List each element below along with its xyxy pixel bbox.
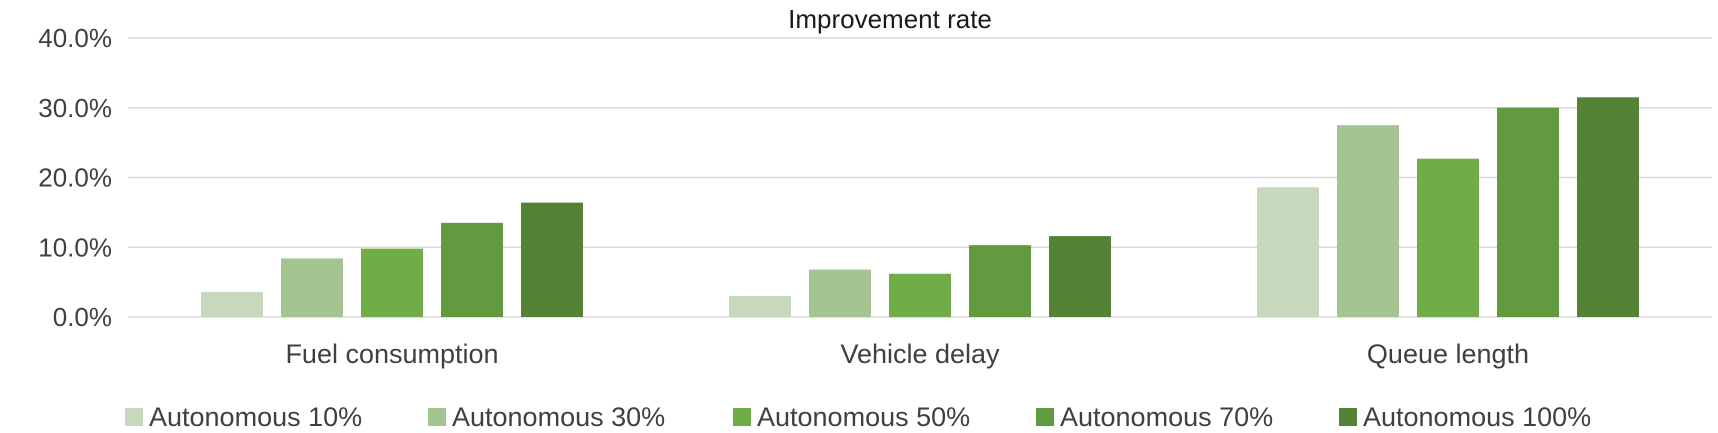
- chart-title: Improvement rate: [788, 4, 992, 34]
- legend-label: Autonomous 70%: [1060, 402, 1273, 432]
- y-tick-label: 30.0%: [38, 93, 112, 123]
- legend-label: Autonomous 30%: [452, 402, 665, 432]
- bar-4-2: [1577, 97, 1639, 317]
- legend: Autonomous 10% Autonomous 30% Autonomous 5…: [125, 402, 1591, 432]
- bar-1-1: [809, 269, 871, 317]
- bar-4-1: [1049, 236, 1111, 317]
- bar-4-0: [521, 202, 583, 317]
- legend-swatch: [428, 408, 446, 426]
- y-tick-label: 10.0%: [38, 232, 112, 262]
- legend-swatch: [1339, 408, 1357, 426]
- bar-2-1: [889, 273, 951, 317]
- bar-2-0: [361, 248, 423, 317]
- legend-swatch: [733, 408, 751, 426]
- bar-3-2: [1497, 107, 1559, 317]
- bars: [201, 97, 1639, 317]
- bar-0-1: [729, 296, 791, 317]
- legend-label: Autonomous 50%: [757, 402, 970, 432]
- legend-label: Autonomous 10%: [149, 402, 362, 432]
- legend-swatch: [125, 408, 143, 426]
- x-axis-categories: Fuel consumption Vehicle delay Queue lengt…: [285, 339, 1529, 369]
- y-tick-label: 40.0%: [38, 23, 112, 53]
- y-axis-ticks: 0.0% 10.0% 20.0% 30.0% 40.0%: [38, 23, 112, 332]
- bar-1-0: [281, 258, 343, 317]
- x-category-label: Fuel consumption: [285, 339, 498, 369]
- legend-swatch: [1036, 408, 1054, 426]
- y-tick-label: 20.0%: [38, 163, 112, 193]
- bar-1-2: [1337, 125, 1399, 317]
- bar-2-2: [1417, 158, 1479, 317]
- bar-3-0: [441, 222, 503, 317]
- legend-label: Autonomous 100%: [1363, 402, 1591, 432]
- bar-3-1: [969, 245, 1031, 317]
- bar-0-0: [201, 291, 263, 317]
- x-category-label: Queue length: [1367, 339, 1529, 369]
- x-category-label: Vehicle delay: [840, 339, 1000, 369]
- bar-0-2: [1257, 187, 1319, 317]
- y-tick-label: 0.0%: [53, 302, 112, 332]
